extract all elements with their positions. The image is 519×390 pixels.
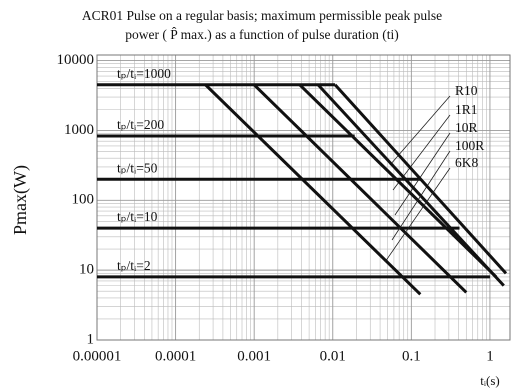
chart-title: power ( P̂ max.) as a function of pulse …: [125, 27, 399, 42]
x-tick-label: 0.1: [402, 348, 421, 364]
y-tick-label: 10: [79, 262, 94, 278]
series-label: R10: [455, 83, 478, 98]
series-line: [298, 83, 498, 278]
series-label: tₚ/tᵢ=10: [117, 209, 158, 224]
leader-line: [394, 132, 451, 216]
plot-frame: [96, 54, 511, 341]
series-label: tₚ/tᵢ=1000: [117, 66, 171, 81]
series-label: 10R: [455, 120, 478, 135]
chart-title: ACR01 Pulse on a regular basis; maximum …: [82, 8, 442, 23]
leader-line: [384, 167, 451, 263]
leader-line: [391, 150, 451, 241]
leader-line: [389, 95, 451, 166]
x-tick-label: 0.01: [320, 348, 346, 364]
x-tick-label: 0.0001: [155, 348, 196, 364]
x-tick-label: 0.001: [237, 348, 271, 364]
y-tick-label: 10000: [57, 52, 95, 68]
series-line: [316, 83, 505, 287]
y-tick-label: 100: [72, 192, 95, 208]
series-label: 6K8: [455, 155, 478, 170]
series-line: [253, 83, 468, 294]
x-tick-label: 0.00001: [73, 348, 122, 364]
series-label: tₚ/tᵢ=2: [117, 258, 151, 273]
x-tick-label: 1: [486, 348, 494, 364]
series-label: 1R1: [455, 102, 478, 117]
x-axis-label: tᵢ(s): [480, 373, 499, 388]
y-tick-label: 1000: [64, 122, 94, 138]
series-label: 100R: [455, 138, 484, 153]
series-line: [204, 83, 422, 296]
series-line: [333, 83, 508, 275]
series-label: tₚ/tᵢ=200: [117, 117, 164, 132]
series-label: tₚ/tᵢ=50: [117, 160, 158, 175]
y-tick-label: 1: [87, 331, 95, 347]
y-axis-label: Pmax(W): [10, 165, 31, 235]
